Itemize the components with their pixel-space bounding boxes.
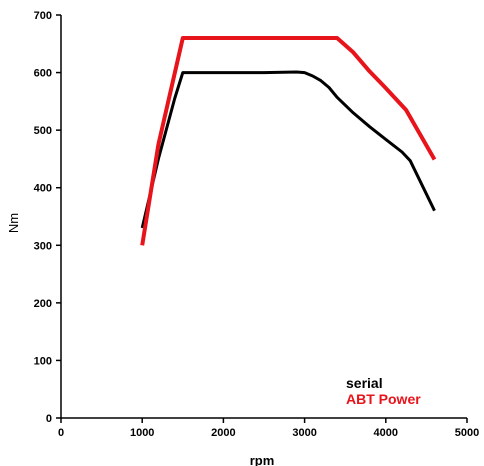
x-tick-label: 0 — [58, 427, 64, 439]
axes — [61, 15, 467, 418]
y-tick-label: 200 — [34, 298, 52, 310]
y-tick-label: 700 — [34, 10, 52, 22]
x-tick-label: 3000 — [292, 427, 316, 439]
x-axis-ticks: 0 1000 2000 3000 4000 5000 — [58, 418, 479, 439]
legend-entry-abt-power: ABT Power — [346, 391, 421, 407]
x-tick-label: 4000 — [374, 427, 398, 439]
y-tick-label: 300 — [34, 240, 52, 252]
x-tick-label: 2000 — [211, 427, 235, 439]
x-tick-label: 1000 — [130, 427, 154, 439]
x-tick-label: 5000 — [455, 427, 479, 439]
y-tick-label: 400 — [34, 183, 52, 195]
y-axis-ticks: 0 100 200 300 400 500 600 700 — [34, 10, 61, 425]
x-axis-label: rpm — [250, 453, 275, 466]
legend-entry-serial: serial — [346, 375, 383, 391]
y-axis-label: Nm — [6, 213, 21, 233]
y-tick-label: 500 — [34, 125, 52, 137]
y-tick-label: 100 — [34, 355, 52, 367]
y-tick-label: 600 — [34, 68, 52, 80]
y-tick-label: 0 — [46, 413, 52, 425]
legend: serial ABT Power — [346, 375, 421, 407]
series-lines — [142, 38, 434, 245]
